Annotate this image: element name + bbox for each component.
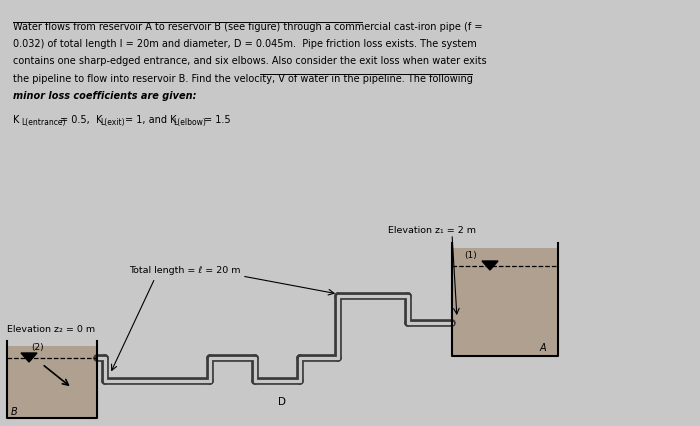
Text: Elevation z₂ = 0 m: Elevation z₂ = 0 m: [7, 324, 95, 333]
Bar: [452, 248, 558, 356]
Text: contains one sharp-edged entrance, and six elbows. Also consider the exit loss w: contains one sharp-edged entrance, and s…: [13, 56, 486, 66]
Text: D: D: [278, 396, 286, 406]
Text: (2): (2): [31, 342, 43, 351]
Text: minor loss coefficients are given:: minor loss coefficients are given:: [13, 91, 197, 101]
Text: Total length = ℓ = 20 m: Total length = ℓ = 20 m: [130, 265, 241, 274]
Text: B: B: [11, 406, 18, 416]
Text: (1): (1): [464, 250, 477, 259]
Polygon shape: [482, 262, 498, 271]
Text: K: K: [13, 115, 20, 124]
Text: L(entrance): L(entrance): [21, 118, 66, 127]
Text: Elevation z₁ = 2 m: Elevation z₁ = 2 m: [388, 225, 476, 234]
Text: Water flows from reservoir A to reservoir B (see figure) through a commercial ca: Water flows from reservoir A to reservoi…: [13, 22, 482, 32]
Text: 0.032) of total length l = 20m and diameter, D = 0.045m.  Pipe friction loss exi: 0.032) of total length l = 20m and diame…: [13, 39, 477, 49]
Text: = 1, and K: = 1, and K: [125, 115, 176, 124]
Text: L(elbow): L(elbow): [173, 118, 206, 127]
Bar: [7, 346, 97, 418]
Text: L(exit): L(exit): [100, 118, 125, 127]
Text: A: A: [540, 342, 547, 352]
Text: = 0.5,  K: = 0.5, K: [60, 115, 102, 124]
Text: = 1.5: = 1.5: [204, 115, 230, 124]
Polygon shape: [21, 353, 37, 362]
Text: the pipeline to flow into reservoir B. Find the velocity, V of water in the pipe: the pipeline to flow into reservoir B. F…: [13, 73, 473, 83]
